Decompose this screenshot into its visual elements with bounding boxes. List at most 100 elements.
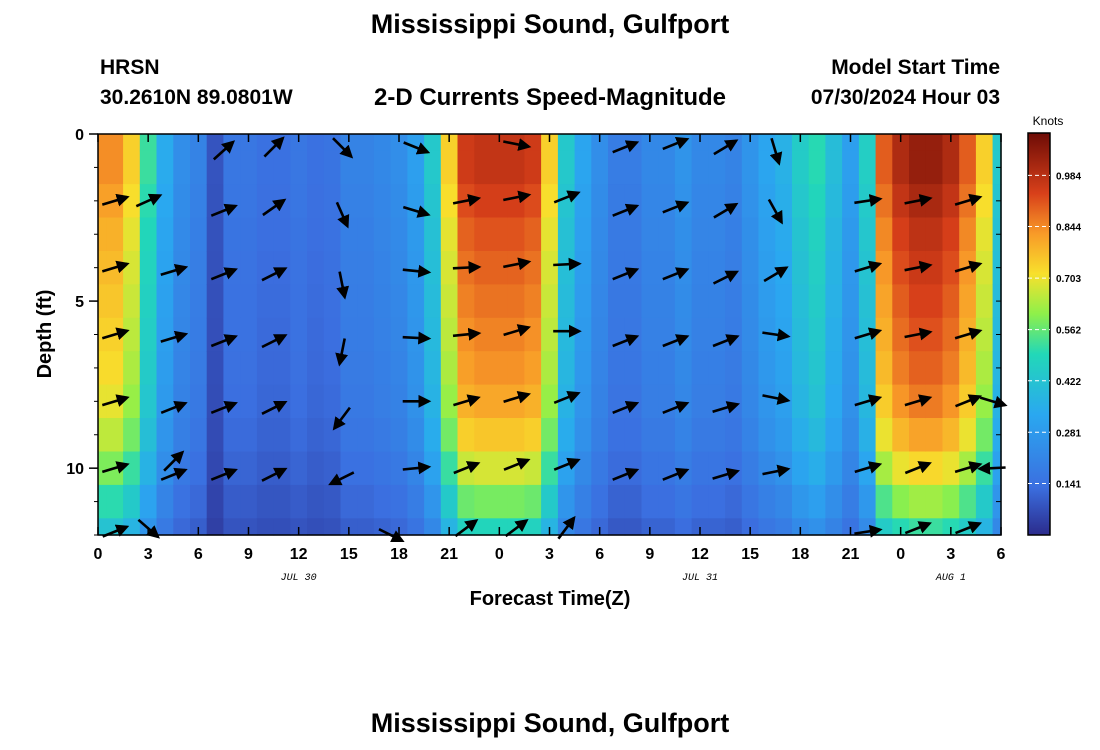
heatmap-cell — [156, 484, 174, 519]
heatmap-cell — [139, 251, 158, 285]
heatmap-cell — [507, 384, 525, 419]
heatmap-cell — [674, 251, 693, 285]
current-vector — [160, 401, 188, 415]
heatmap-cell — [307, 384, 325, 419]
heatmap-cell — [373, 251, 392, 285]
heatmap-cell — [608, 134, 626, 152]
heatmap-cell — [256, 317, 275, 352]
heatmap-cell — [524, 217, 542, 252]
heatmap-cell — [608, 518, 626, 536]
heatmap-cell — [390, 418, 408, 452]
x-tick-label: 12 — [691, 546, 709, 563]
heatmap-cell — [808, 134, 826, 152]
heatmap-cell — [792, 217, 810, 252]
heatmap-cell — [424, 418, 442, 452]
heatmap-cell — [273, 484, 291, 519]
heatmap-cell — [741, 451, 760, 486]
heatmap-cell — [206, 451, 224, 486]
heatmap-cell — [440, 384, 459, 419]
current-vector — [854, 394, 883, 407]
heatmap-cell — [323, 134, 342, 152]
heatmap-cell — [591, 351, 609, 386]
heatmap-cell — [106, 351, 124, 386]
heatmap-cell — [792, 351, 810, 386]
heatmap-cell — [139, 284, 158, 319]
heatmap-cell — [256, 384, 275, 419]
current-vector — [101, 260, 130, 274]
heatmap-cell — [725, 184, 743, 219]
heatmap-cell — [875, 317, 893, 352]
current-vector — [452, 327, 482, 341]
heatmap-cell — [708, 518, 726, 536]
heatmap-cell — [691, 184, 709, 219]
heatmap-cell — [307, 418, 325, 452]
heatmap-cell — [641, 484, 659, 519]
heatmap-cell — [357, 184, 375, 219]
heatmap-cell — [256, 451, 275, 486]
heatmap-cell — [373, 317, 392, 352]
current-vector — [553, 457, 581, 471]
heatmap-cell — [808, 351, 826, 386]
current-vector — [503, 324, 531, 337]
heatmap-cell — [340, 451, 358, 486]
heatmap-cell — [424, 518, 442, 536]
heatmap-cell — [190, 384, 208, 419]
heatmap-cell — [290, 418, 308, 452]
heatmap-cell — [357, 317, 375, 352]
heatmap-cell — [223, 284, 241, 319]
current-vector — [402, 331, 432, 345]
heatmap-cell — [942, 451, 960, 486]
heatmap-cell — [541, 217, 559, 252]
heatmap-cell — [373, 134, 392, 152]
current-vector — [160, 264, 189, 277]
heatmap-cell — [524, 418, 542, 452]
y-tick-label: 5 — [75, 294, 84, 311]
heatmap-cell — [307, 484, 325, 519]
heatmap-cell — [608, 150, 626, 185]
heatmap-cell — [541, 351, 559, 386]
heatmap-cell — [491, 518, 509, 536]
heatmap-cell — [491, 284, 509, 319]
current-vector — [954, 327, 983, 340]
heatmap-cell — [925, 251, 944, 285]
current-vector — [662, 200, 690, 214]
heatmap-cell — [608, 484, 626, 519]
current-vector — [335, 338, 349, 367]
heatmap-cell — [925, 217, 944, 252]
heatmap-cell — [942, 384, 960, 419]
heatmap-cell — [206, 217, 224, 252]
heatmap-cell — [156, 418, 174, 452]
model-start-time: 07/30/2024 Hour 03 — [810, 86, 1000, 109]
heatmap-cell — [106, 284, 124, 319]
x-tick-label: 6 — [595, 546, 604, 563]
heatmap-cell — [474, 518, 492, 536]
heatmap-cell — [741, 184, 760, 219]
heatmap-cell — [240, 251, 258, 285]
heatmap-cell — [507, 284, 525, 319]
heatmap-cell — [925, 150, 944, 185]
heatmap-cell — [240, 518, 258, 536]
heatmap-cell — [858, 418, 877, 452]
heatmap-cell — [139, 317, 158, 352]
heatmap-cell — [491, 184, 509, 219]
heatmap-cell — [725, 484, 743, 519]
current-vector — [904, 521, 932, 535]
heatmap-cell — [574, 451, 592, 486]
heatmap-cell — [942, 284, 960, 319]
heatmap-cell — [524, 451, 542, 486]
heatmap-cell — [741, 217, 760, 252]
heatmap-cell — [691, 150, 709, 185]
heatmap-cell — [708, 150, 726, 185]
heatmap-cell — [206, 351, 224, 386]
heatmap-cell — [357, 351, 375, 386]
heatmap-cell — [875, 217, 893, 252]
current-vector — [160, 467, 188, 481]
heatmap-cell — [357, 484, 375, 519]
heatmap-cell — [658, 184, 676, 219]
current-vector — [503, 190, 532, 204]
heatmap-cell — [123, 317, 141, 352]
axes: 0 3 6 9 12 15 18 21 0 3 6 9 12 15 18 21 0 3 6 JUL 30 JUL 31 A… — [66, 127, 1005, 584]
y-axis-label: Depth (ft) — [34, 290, 56, 379]
heatmap-cell — [173, 484, 191, 519]
heatmap-cell — [273, 217, 291, 252]
